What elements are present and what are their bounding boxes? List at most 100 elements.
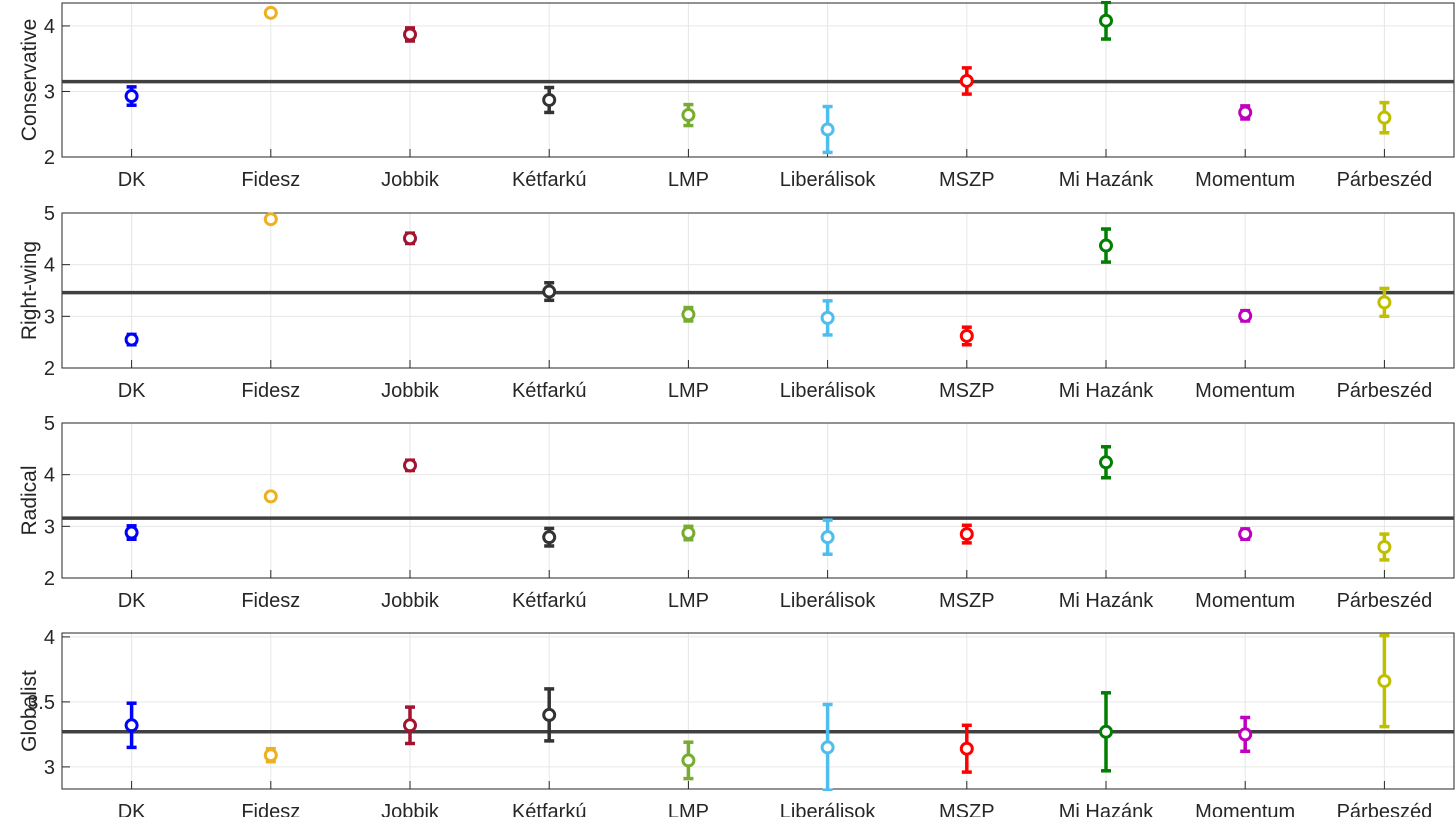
y-tick-label: 3 xyxy=(44,757,55,779)
data-point xyxy=(1377,295,1392,310)
x-tick-label: Fidesz xyxy=(241,169,300,191)
data-point xyxy=(681,526,696,541)
x-tick-label: Párbeszéd xyxy=(1337,380,1433,402)
data-point xyxy=(124,332,139,347)
axes-box xyxy=(61,422,1455,579)
data-point xyxy=(959,73,974,88)
y-tick-label: 3 xyxy=(44,81,55,103)
x-tick-label: Kétfarkú xyxy=(512,380,586,402)
data-point xyxy=(959,328,974,343)
x-tick-label: Momentum xyxy=(1195,590,1295,612)
data-point xyxy=(1377,540,1392,554)
data-point xyxy=(542,284,557,299)
x-tick-label: Kétfarkú xyxy=(512,590,586,612)
y-tick-label: 3 xyxy=(44,516,55,538)
data-point xyxy=(542,707,557,722)
plot-area xyxy=(62,423,1454,578)
data-point xyxy=(1377,110,1392,125)
data-point xyxy=(124,525,139,540)
data-point xyxy=(681,307,696,322)
x-tick-label: MSZP xyxy=(939,801,995,817)
x-tick-label: LMP xyxy=(668,380,709,402)
x-tick-label: Jobbik xyxy=(381,380,440,402)
x-tick-label: Liberálisok xyxy=(780,380,877,402)
data-point xyxy=(1238,727,1253,742)
x-tick-label: Liberálisok xyxy=(780,169,877,191)
x-tick-label: Jobbik xyxy=(381,169,440,191)
x-tick-label: Párbeszéd xyxy=(1337,590,1433,612)
x-tick-label: Párbeszéd xyxy=(1337,801,1433,817)
x-tick-label: Mi Hazánk xyxy=(1059,801,1154,817)
y-axis-label: Globalist xyxy=(18,670,41,752)
x-tick-label: Mi Hazánk xyxy=(1059,590,1154,612)
x-tick-label: Kétfarkú xyxy=(512,801,586,817)
x-tick-label: Kétfarkú xyxy=(512,169,586,191)
x-tick-label: MSZP xyxy=(939,380,995,402)
data-point xyxy=(263,489,278,504)
data-point xyxy=(1099,238,1113,253)
data-point xyxy=(820,740,835,755)
x-tick-label: Jobbik xyxy=(381,590,440,612)
y-tick-label: 4 xyxy=(44,465,55,487)
data-point xyxy=(681,108,696,123)
data-point xyxy=(820,310,835,325)
data-point xyxy=(542,530,557,545)
y-tick-label: 3 xyxy=(44,306,55,328)
x-tick-label: Mi Hazánk xyxy=(1059,169,1154,191)
data-point xyxy=(1238,105,1253,120)
data-points xyxy=(124,1,1392,155)
axes-box xyxy=(61,212,1455,369)
panel-globalist: 3 3.5 4 DK Fidesz Jobbik Kétfarkú LMP Liberáliso… xyxy=(18,627,1455,817)
data-point xyxy=(1238,308,1253,323)
data-point xyxy=(403,27,417,42)
x-tick-label: LMP xyxy=(668,590,709,612)
data-points xyxy=(124,212,1392,347)
x-tick-label: Liberálisok xyxy=(780,590,877,612)
data-point xyxy=(959,527,974,542)
y-axis-label: Right-wing xyxy=(18,241,41,340)
data-point xyxy=(403,718,417,733)
data-point xyxy=(820,530,835,545)
x-tick-label: Párbeszéd xyxy=(1337,169,1433,191)
x-tick-label: Fidesz xyxy=(241,380,300,402)
data-point xyxy=(1377,674,1392,689)
x-tick-label: Mi Hazánk xyxy=(1059,380,1154,402)
panel-conservative: 2 3 4 DK Fidesz Jobbik Kétfarkú LMP Liberálisok M… xyxy=(18,1,1455,191)
x-tick-label: MSZP xyxy=(939,590,995,612)
x-tick-label: DK xyxy=(118,590,146,612)
y-axis-label: Conservative xyxy=(18,19,41,142)
plot-area xyxy=(62,633,1454,789)
data-point xyxy=(263,212,278,227)
y-tick-label: 4 xyxy=(44,16,55,38)
data-point xyxy=(959,741,974,756)
y-tick-label: 4 xyxy=(44,255,55,277)
data-point xyxy=(681,753,696,768)
data-points xyxy=(124,445,1392,562)
data-point xyxy=(1099,455,1113,470)
y-tick-label: 5 xyxy=(44,413,55,435)
y-tick-label: 2 xyxy=(44,147,55,169)
x-tick-label: Jobbik xyxy=(381,801,440,817)
data-point xyxy=(542,92,557,107)
data-points xyxy=(124,633,1392,791)
data-point xyxy=(403,231,417,246)
y-tick-label: 2 xyxy=(44,568,55,590)
x-tick-label: LMP xyxy=(668,169,709,191)
x-tick-label: DK xyxy=(118,169,146,191)
x-tick-label: Momentum xyxy=(1195,380,1295,402)
data-point xyxy=(124,718,139,733)
y-tick-label: 4 xyxy=(44,627,55,649)
x-tick-label: Momentum xyxy=(1195,801,1295,817)
data-point xyxy=(403,458,417,473)
y-tick-label: 2 xyxy=(44,358,55,380)
x-tick-label: DK xyxy=(118,380,146,402)
data-point xyxy=(263,5,278,20)
x-tick-label: Momentum xyxy=(1195,169,1295,191)
plot-area xyxy=(62,213,1454,368)
panel-right-wing: 2 3 4 5 DK Fidesz Jobbik Kétfarkú LMP Liberálisok… xyxy=(18,203,1455,402)
data-point xyxy=(1238,527,1253,542)
x-tick-label: DK xyxy=(118,801,146,817)
x-tick-label: Fidesz xyxy=(241,801,300,817)
x-tick-label: Fidesz xyxy=(241,590,300,612)
